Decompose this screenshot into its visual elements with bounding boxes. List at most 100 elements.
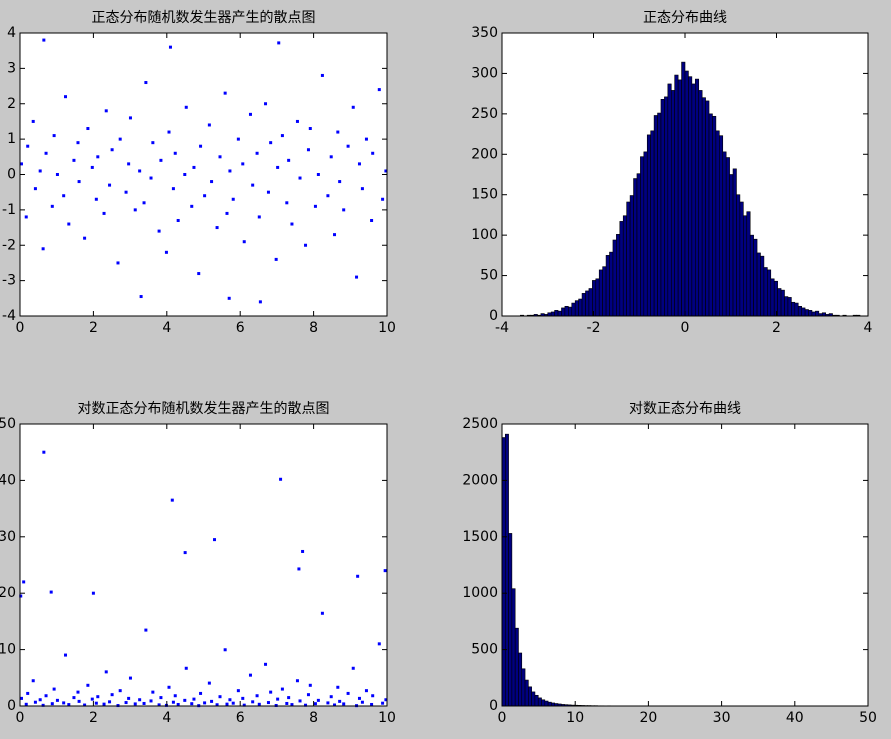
y-tick-label: 250 [471,106,498,122]
point [171,700,175,704]
point [72,696,76,700]
point [306,148,310,152]
point [52,687,56,691]
bar [514,627,519,707]
point [138,698,142,702]
point [159,696,163,700]
x-tick-label: 2 [89,710,98,726]
y-tick-label: 3 [7,60,16,76]
point [19,696,23,700]
point [255,694,259,698]
point [280,134,284,138]
point [210,699,214,703]
y-tick-label: 1 [7,131,16,147]
plot-area [20,33,387,316]
bar [595,278,600,317]
point [295,679,299,683]
point [280,687,284,691]
point [381,701,385,705]
point [157,703,161,707]
point [241,162,245,166]
point [19,162,23,166]
point [144,628,148,632]
y-tick-label: 0 [489,308,498,324]
point [176,702,180,706]
point [199,144,203,148]
point [104,670,108,674]
point [231,701,235,705]
point [338,180,342,184]
bar [636,173,641,317]
point [26,144,30,148]
point [316,698,320,702]
bar [705,100,710,317]
point [210,180,214,184]
point [52,134,56,138]
point [213,538,217,542]
point [355,275,359,279]
x-tick-label: 10 [566,710,584,726]
bar [804,309,809,317]
x-tick-label: 50 [859,710,877,726]
bar [561,307,566,317]
point [38,169,42,173]
point [72,158,76,162]
bar [541,699,546,707]
point [231,197,235,201]
point [285,701,289,705]
bar [777,288,782,317]
point [333,703,337,707]
bar [650,130,655,317]
point [173,694,177,698]
bar [518,652,523,707]
point [76,141,80,145]
x-tick-label: 10 [378,320,396,336]
point [104,109,108,113]
point [266,701,270,705]
x-tick-label: 0 [16,710,25,726]
x-tick-label: -4 [495,320,509,336]
point [329,695,333,699]
point [151,141,155,145]
point [142,701,146,705]
point [279,477,283,481]
y-tick-label: 200 [471,146,498,162]
point [183,173,187,176]
point [342,208,346,212]
point [298,176,302,180]
bar [550,311,555,317]
point [203,701,207,705]
point [360,187,364,191]
bar [564,305,569,317]
point [168,45,172,49]
point [41,247,45,251]
point [287,696,291,700]
point [86,683,90,687]
point [228,169,232,173]
point [67,222,71,226]
bar [554,310,559,317]
point [290,222,294,226]
point [258,300,262,304]
x-tick-label: 8 [309,320,318,336]
point [290,703,294,707]
bar [528,686,532,707]
subplot: 正态分布曲线 -4 -2 0 2 4 0 50 100 150 200 250 300 350 [471,10,872,336]
point [266,190,270,194]
point [116,261,120,265]
plot-area [20,424,387,706]
point [241,696,245,700]
point [42,450,46,454]
bar [664,96,669,317]
point [276,697,280,701]
point [295,119,299,123]
point [192,697,196,701]
y-tick-label: 10 [0,642,16,658]
bar [753,238,758,317]
bar [511,588,516,707]
bar [581,293,586,317]
point [316,173,320,176]
point [357,162,361,166]
y-tick-label: -4 [2,308,16,324]
